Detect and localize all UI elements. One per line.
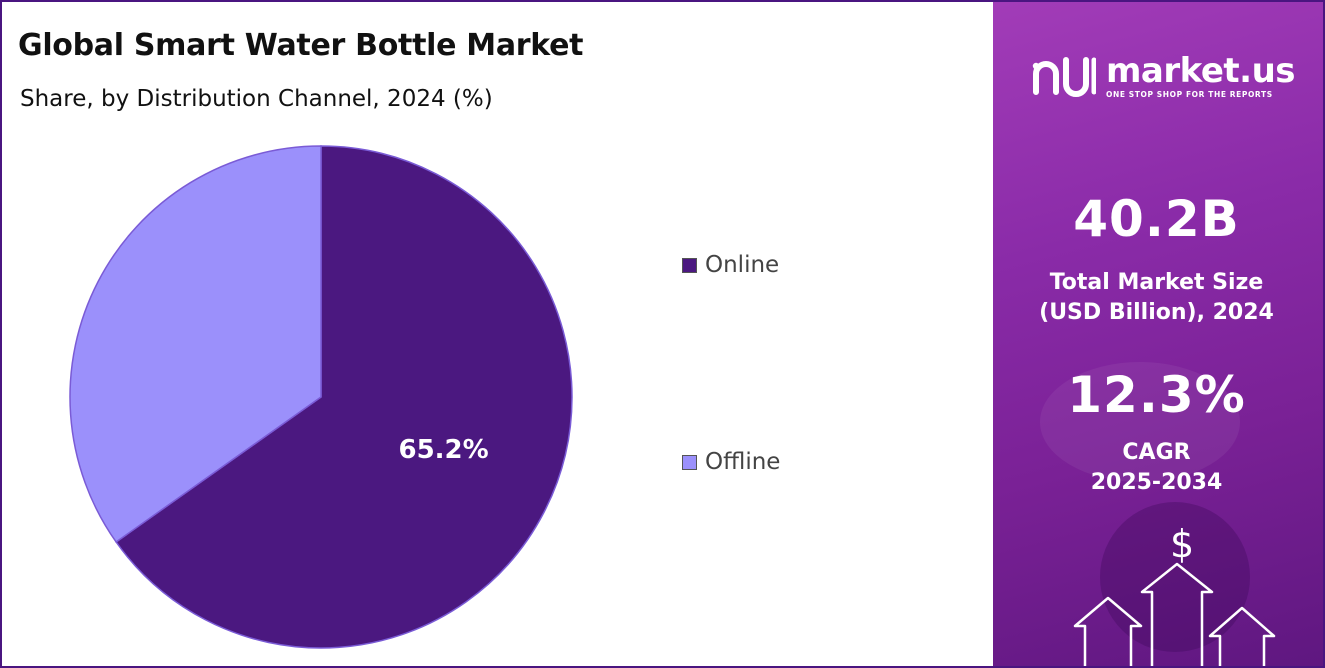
- brand-logo: market.us ONE STOP SHOP FOR THE REPORTS: [1032, 50, 1296, 100]
- legend-swatch-online: [682, 257, 697, 273]
- chart-subtitle: Share, by Distribution Channel, 2024 (%): [20, 86, 493, 112]
- legend-swatch-offline: [682, 454, 697, 470]
- dollar-icon: $: [1170, 522, 1195, 566]
- pie-chart: 65.2%: [69, 145, 573, 649]
- data-label-online: 65.2%: [399, 435, 489, 465]
- market-us-logo-icon: [1032, 57, 1096, 97]
- market-size-label-line2: (USD Billion), 2024: [1039, 300, 1274, 325]
- legend-item-offline: Offline: [682, 447, 780, 477]
- legend-label-offline: Offline: [705, 449, 781, 475]
- stats-panel: market.us ONE STOP SHOP FOR THE REPORTS …: [990, 2, 1323, 666]
- legend-item-online: Online: [682, 250, 779, 280]
- market-size-value: 40.2B: [1073, 190, 1240, 248]
- background-decoration: [1040, 362, 1240, 482]
- pie-slice-online: [115, 145, 573, 649]
- cagr-value: 12.3%: [1067, 366, 1246, 424]
- pie-slice-offline: [69, 145, 322, 544]
- legend-label-online: Online: [705, 252, 780, 278]
- cagr-label-line2: 2025-2034: [1090, 470, 1223, 495]
- chart-panel: Global Smart Water Bottle Market Share, …: [2, 2, 990, 666]
- panel-divider: [990, 2, 993, 666]
- brand-name: market.us: [1106, 50, 1296, 91]
- market-size-label-line1: Total Market Size: [1049, 270, 1264, 295]
- chart-title: Global Smart Water Bottle Market: [18, 28, 584, 63]
- growth-arrows-icon: [1073, 562, 1276, 666]
- cagr-label-line1: CAGR: [1122, 440, 1191, 465]
- brand-tagline: ONE STOP SHOP FOR THE REPORTS: [1106, 89, 1273, 99]
- coffee-cup-decoration: [1100, 502, 1250, 652]
